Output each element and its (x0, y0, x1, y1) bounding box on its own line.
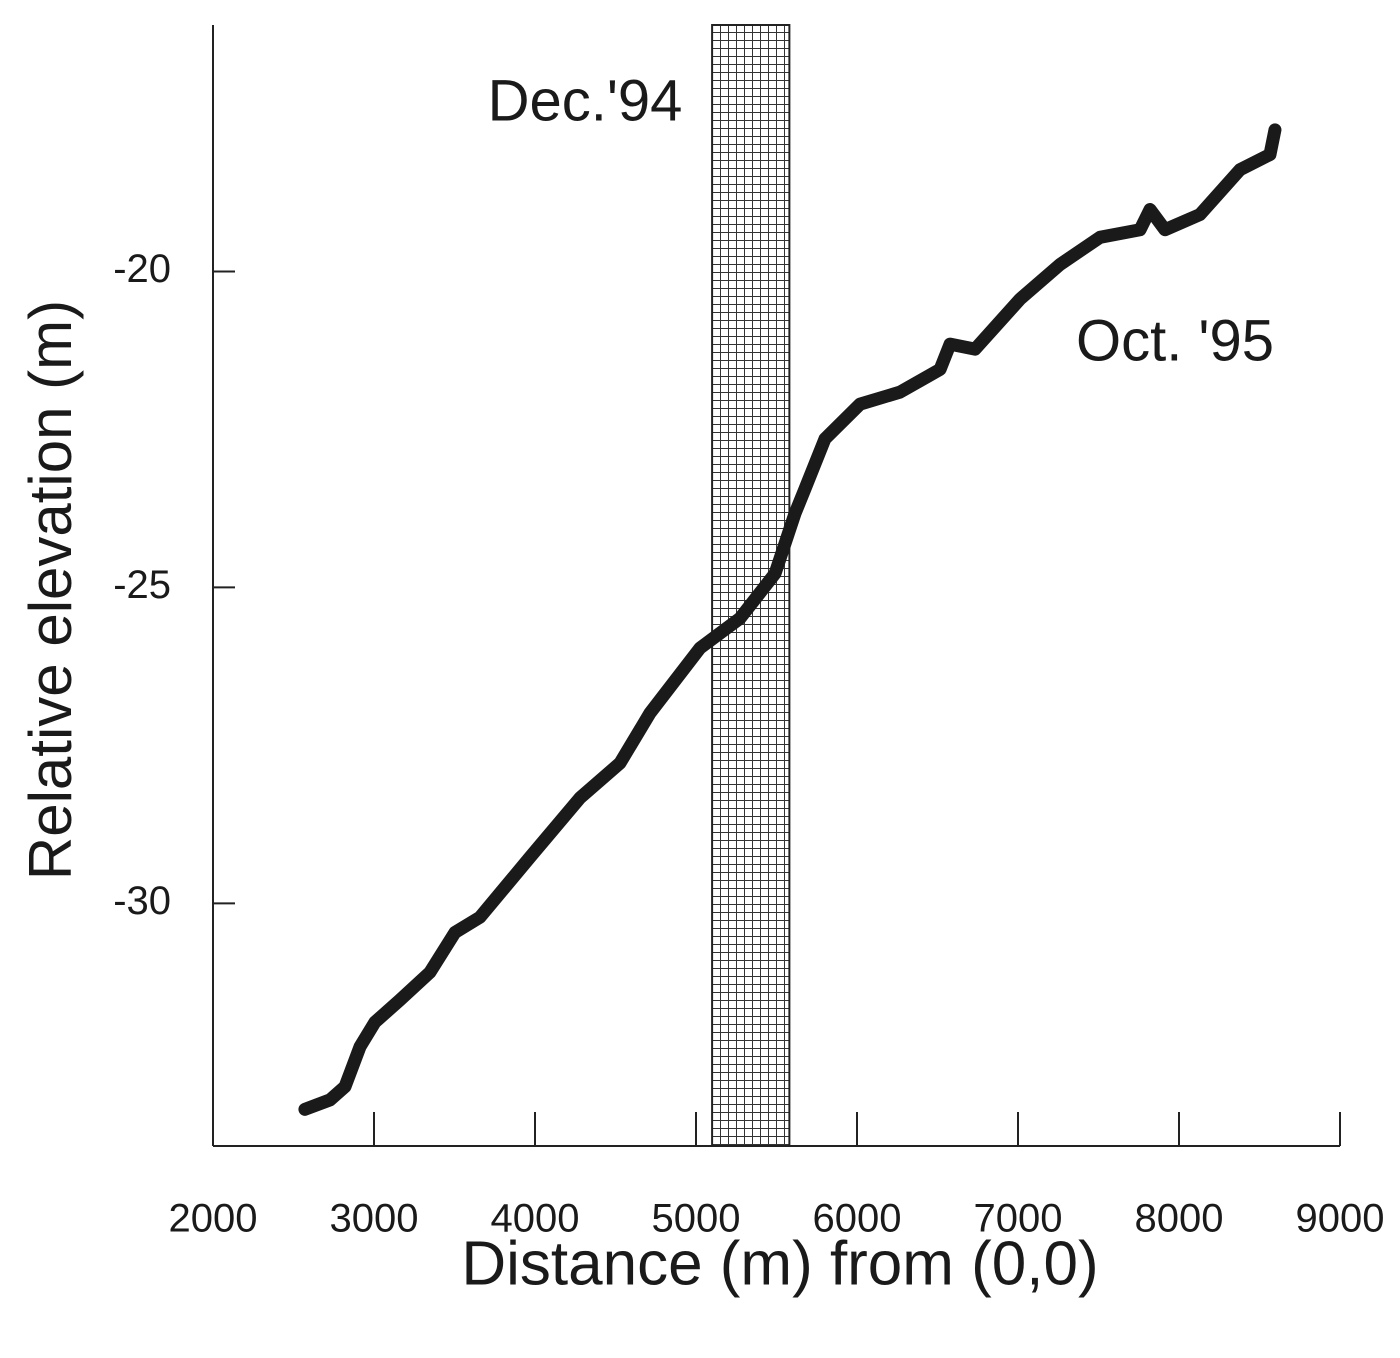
data-line (298, 123, 1282, 1116)
x-tick-label: 8000 (1135, 1197, 1224, 1241)
x-tick-label: 5000 (652, 1197, 741, 1241)
x-tick-label: 7000 (974, 1197, 1063, 1241)
y-axis-label: Relative elevation (m) (17, 300, 84, 880)
shaded-region (711, 24, 791, 1147)
annotation: Oct. '95 (1076, 308, 1274, 373)
y-tick-label: -25 (113, 563, 171, 607)
x-tick-label: 6000 (813, 1197, 902, 1241)
y-tick-label: -30 (113, 879, 171, 923)
annotation: Dec.'94 (488, 68, 683, 133)
x-axis-label: Distance (m) from (0,0) (461, 1229, 1098, 1298)
x-tick-label: 2000 (169, 1197, 258, 1241)
x-tick-label: 4000 (491, 1197, 580, 1241)
y-tick-label: -20 (113, 247, 171, 291)
x-tick-label: 9000 (1296, 1197, 1385, 1241)
x-tick-label: 3000 (330, 1197, 419, 1241)
